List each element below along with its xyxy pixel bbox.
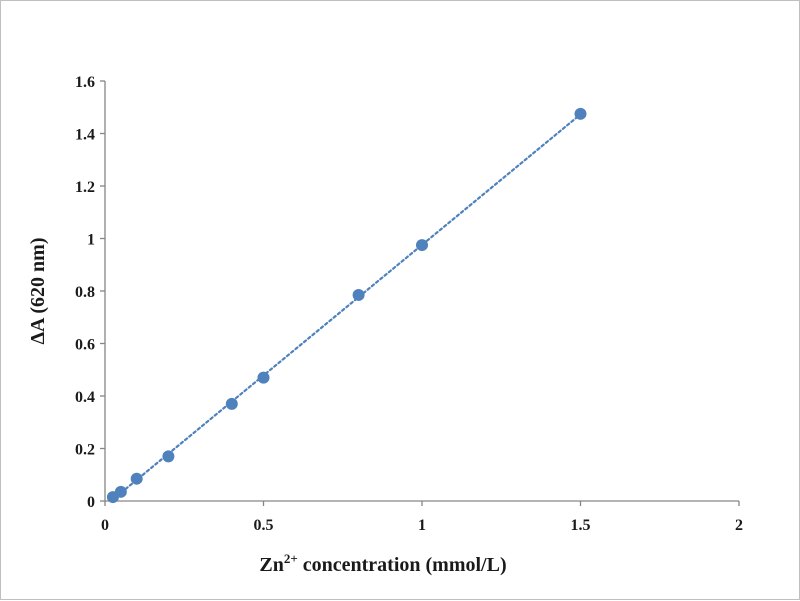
data-point [130,472,143,485]
y-axis-title: ΔA (620 nm) [27,238,49,345]
x-axis-title-superscript: 2+ [284,551,298,566]
x-tick-label: 0 [101,517,109,534]
x-tick-label: 1.5 [571,517,591,534]
data-point [114,485,127,498]
y-tick-label: 1.4 [75,127,95,144]
data-point [416,239,428,252]
data-point [225,397,238,410]
y-tick-label: 1 [87,232,95,249]
y-tick-label: 0 [87,494,95,511]
y-tick-label: 1.6 [75,74,95,91]
y-tick-label: 0.8 [75,284,95,301]
data-points [106,107,587,504]
trendline-group [111,113,582,501]
trendline [111,113,582,501]
y-axis-ticks: 0 0.2 0.4 0.6 0.8 1 1.2 1.4 1.6 [75,74,105,511]
x-axis-title-rest: concentration (mmol/L) [298,554,507,576]
x-tick-label: 2 [735,517,743,534]
x-axis-ticks: 0 0.5 1 1.5 2 [101,501,743,534]
x-axis-title-base: Zn [259,554,283,576]
x-tick-label: 0.5 [254,517,274,534]
y-tick-label: 0.2 [75,442,95,459]
y-tick-label: 0.6 [75,337,95,354]
data-point [574,107,587,120]
data-point [257,371,270,384]
data-point [162,450,175,463]
y-tick-label: 1.2 [75,179,95,196]
y-tick-label: 0.4 [75,389,95,406]
x-axis-title: Zn2+ concentration (mmol/L) [259,551,506,576]
x-tick-label: 1 [418,517,426,534]
data-point [352,288,365,301]
axes [104,81,739,502]
